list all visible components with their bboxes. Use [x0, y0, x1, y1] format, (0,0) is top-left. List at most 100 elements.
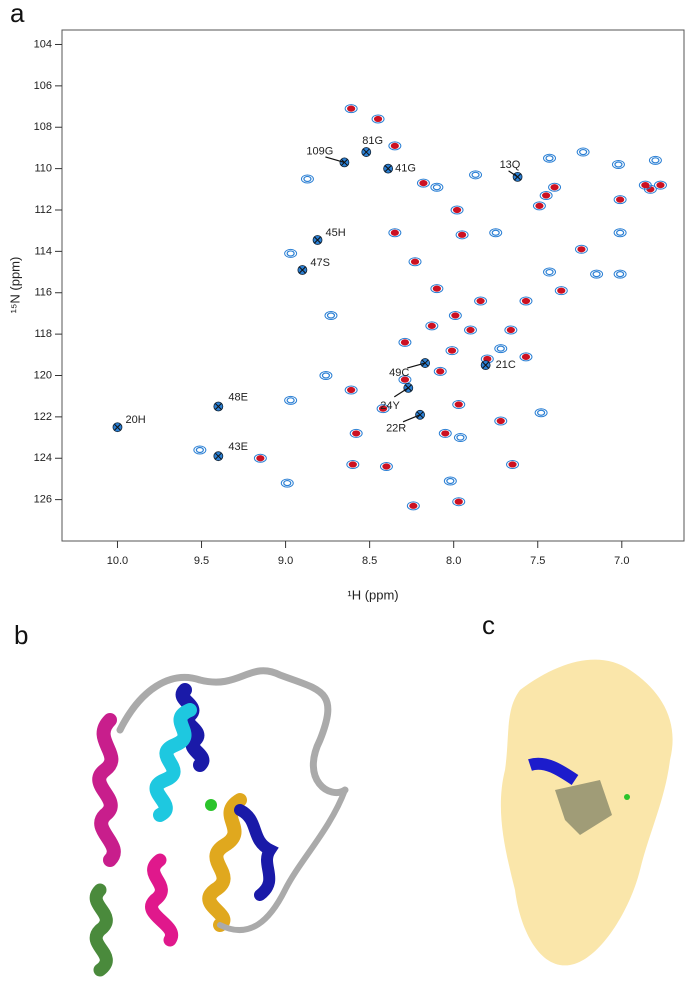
peak	[371, 114, 385, 124]
contour	[398, 375, 412, 385]
contour	[453, 433, 467, 443]
peak	[638, 180, 652, 190]
contour-core	[545, 268, 554, 276]
contour	[284, 395, 298, 405]
helix	[149, 703, 197, 822]
contour-core	[373, 115, 383, 123]
peak-label: 47S	[310, 257, 330, 269]
protein-ribbon	[89, 667, 349, 977]
contour	[406, 501, 420, 511]
y-tick-label: 110	[34, 163, 52, 175]
peak	[519, 352, 533, 362]
peak-label: 48E	[228, 391, 248, 403]
peak	[406, 501, 420, 511]
contour	[554, 286, 568, 296]
loop	[217, 787, 348, 933]
peak	[379, 462, 393, 472]
peak	[648, 155, 662, 165]
contour	[452, 399, 466, 409]
contour	[489, 228, 503, 238]
y-tick-label: 106	[34, 80, 52, 92]
peak-cross	[404, 384, 412, 392]
y-axis-title: ¹⁵N (ppm)	[7, 257, 22, 314]
contour-core	[352, 430, 361, 437]
peak	[613, 195, 627, 205]
peak	[193, 445, 207, 455]
contour	[430, 284, 444, 294]
contour	[300, 174, 314, 184]
y-tick-label: 112	[34, 204, 52, 216]
peak	[319, 370, 333, 380]
contour	[443, 476, 457, 486]
x-tick-label: 8.5	[362, 555, 377, 567]
contour-core	[616, 229, 625, 236]
contour	[613, 195, 627, 205]
contour-core	[256, 455, 265, 462]
contour-core	[542, 192, 551, 199]
peak-label: 41G	[395, 163, 416, 175]
peak	[539, 191, 553, 201]
peak-label: 21C	[496, 359, 516, 371]
contour-core	[535, 202, 544, 209]
contour	[539, 191, 553, 201]
peak-cross	[362, 148, 370, 156]
peak	[450, 205, 464, 215]
contour	[548, 182, 562, 192]
contour-core	[400, 376, 410, 383]
contour	[464, 325, 478, 335]
contour-core	[451, 312, 460, 319]
contour	[450, 205, 464, 215]
leader-line	[508, 170, 518, 178]
panel-label: b	[14, 620, 28, 650]
helix	[89, 883, 113, 977]
y-tick-label: 104	[34, 38, 52, 50]
peak-cross	[384, 165, 392, 172]
peak	[344, 385, 358, 395]
peak	[324, 310, 338, 320]
contour	[408, 257, 422, 267]
peak-label: 81G	[362, 135, 383, 147]
contour-core	[454, 498, 463, 505]
peak-cross	[114, 423, 121, 431]
contour	[506, 459, 520, 469]
contour	[433, 366, 447, 376]
peak	[388, 228, 402, 238]
peak	[300, 174, 314, 184]
peak-cross	[341, 159, 348, 166]
contour-core	[579, 148, 588, 156]
peak	[430, 284, 444, 294]
peak	[543, 153, 557, 163]
peak	[346, 459, 360, 469]
x-tick-label: 7.5	[530, 555, 545, 567]
peak	[653, 180, 667, 190]
contour	[613, 228, 627, 238]
x-tick-label: 8.0	[446, 555, 461, 567]
peak	[494, 416, 508, 426]
contour-core	[656, 182, 665, 189]
contour	[280, 478, 294, 488]
peak	[506, 459, 520, 469]
contour	[376, 404, 390, 414]
contour	[455, 230, 469, 240]
peak	[445, 346, 459, 356]
contour-core	[410, 258, 420, 265]
peak-label: 22R	[386, 423, 406, 435]
peak-cross	[482, 361, 489, 369]
contour-core	[390, 142, 399, 149]
contour	[574, 244, 588, 254]
contour	[504, 325, 518, 335]
contour-core	[491, 229, 500, 236]
ion	[624, 794, 630, 800]
contour	[388, 141, 402, 151]
contour-core	[326, 312, 336, 319]
contour	[344, 104, 358, 114]
peak	[489, 228, 503, 238]
contour	[494, 416, 508, 426]
y-tick-label: 114	[34, 245, 52, 257]
contour-core	[592, 271, 601, 278]
peak	[494, 344, 508, 354]
contour-core	[283, 479, 292, 487]
contour	[193, 445, 207, 455]
peak	[464, 325, 478, 335]
contour	[346, 459, 360, 469]
